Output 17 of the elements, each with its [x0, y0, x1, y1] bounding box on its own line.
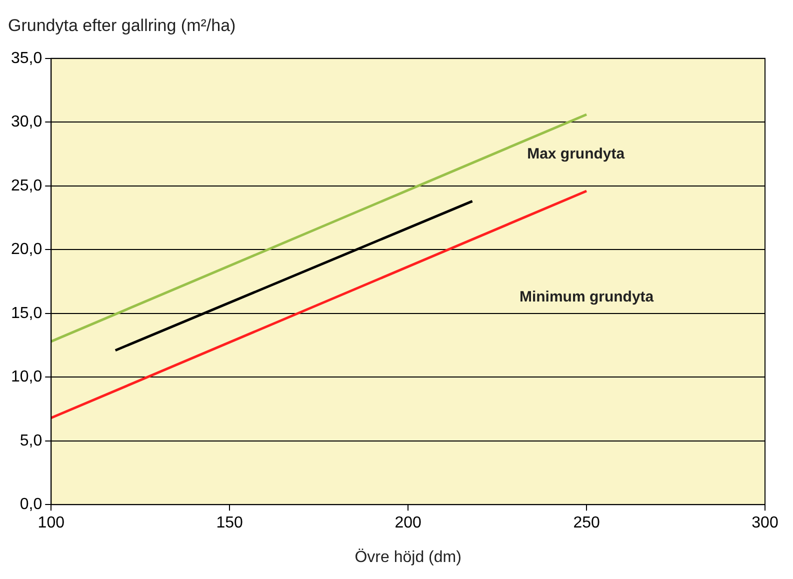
x-tick-label: 150 — [216, 514, 244, 532]
y-tick-label: 30,0 — [11, 114, 42, 131]
annotation: Max grundyta — [527, 145, 626, 162]
annotation: Minimum grundyta — [519, 288, 654, 306]
y-tick-label: 10,0 — [11, 368, 42, 386]
y-tick-label: 15,0 — [11, 304, 42, 322]
y-tick-label: 20,0 — [11, 241, 42, 258]
x-tick-label: 200 — [394, 514, 422, 532]
x-axis-title: Övre höjd (dm) — [354, 548, 462, 566]
chart-title: Grundyta efter gallring (m²/ha) — [8, 16, 236, 35]
y-tick-label: 5,0 — [20, 432, 42, 450]
y-tick-label: 0,0 — [20, 496, 42, 514]
x-tick-label: 300 — [752, 514, 778, 532]
x-tick-label: 250 — [573, 514, 600, 532]
y-tick-label: 25,0 — [11, 177, 42, 194]
x-tick-label: 100 — [38, 514, 65, 532]
y-tick-label: 35,0 — [11, 50, 42, 67]
